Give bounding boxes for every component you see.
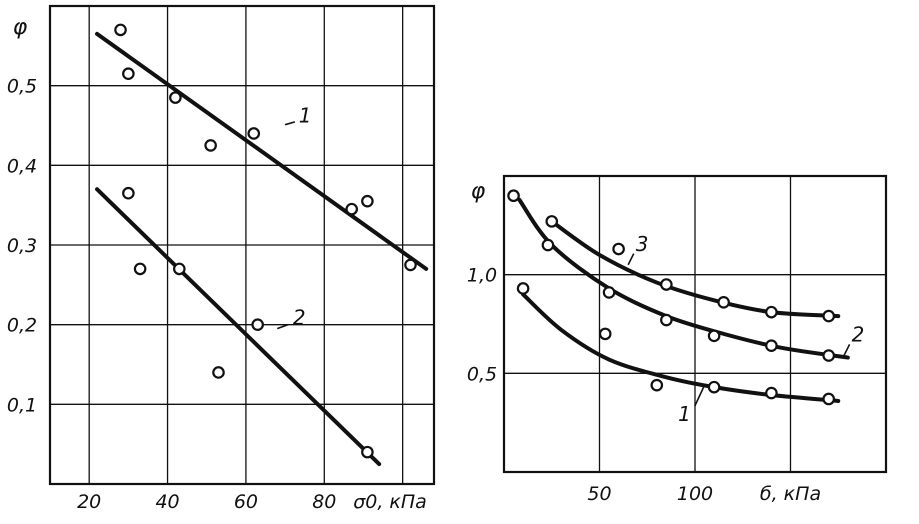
data-point — [598, 327, 612, 341]
series-label: 1 — [299, 104, 312, 128]
data-point — [602, 286, 616, 299]
fit-line-1 — [95, 31, 429, 271]
x-tick-label: 20 — [77, 491, 101, 513]
y-axis-label: φ — [471, 179, 486, 204]
series-2: 2 — [507, 189, 865, 362]
y-tick-label: 0,3 — [7, 235, 37, 257]
x-tick-label: 100 — [677, 483, 713, 505]
series-label: 2 — [852, 323, 865, 347]
y-axis-label: φ — [13, 15, 28, 40]
plot-frame — [48, 4, 436, 486]
data-point — [361, 445, 374, 459]
data-point — [361, 194, 374, 208]
data-point — [822, 309, 835, 323]
data-point — [765, 305, 778, 319]
data-point — [707, 329, 721, 343]
series-label: 2 — [293, 306, 306, 330]
x-tick-label: 50 — [587, 483, 611, 505]
series-label-leader — [627, 253, 635, 266]
series-label-leader — [694, 384, 706, 407]
data-point — [650, 378, 664, 392]
series-label-leader — [843, 344, 851, 356]
data-point — [822, 392, 835, 406]
x-tick-label: 60 — [234, 491, 258, 513]
fit-line-2 — [95, 187, 382, 467]
data-point — [169, 91, 182, 104]
y-tick-label: 0,4 — [7, 155, 37, 177]
data-point — [122, 186, 135, 200]
series-1: 1 — [516, 282, 841, 426]
chart-right: 50 100 б, кПа 0,5 1,0 φ 1 2 3 — [467, 174, 888, 505]
series-3: 3 — [545, 215, 841, 323]
chart-left: 20 40 60 80 0,1 0,2 0,3 0,4 0,5 φ σ0, кПа 1 2 — [7, 4, 436, 513]
data-point — [345, 202, 359, 216]
data-point — [707, 380, 721, 394]
y-tick-label: 0,5 — [7, 76, 37, 98]
data-point — [822, 349, 835, 362]
data-point — [507, 189, 520, 203]
data-point — [247, 127, 261, 140]
data-point — [612, 242, 625, 256]
data-point — [660, 313, 673, 327]
data-point — [765, 386, 778, 400]
y-tick-label: 1,0 — [467, 265, 497, 287]
data-point — [404, 258, 417, 272]
y-tick-label: 0,2 — [7, 315, 37, 337]
data-point — [541, 238, 555, 252]
x-tick-label: 80 — [312, 491, 336, 513]
data-point — [660, 278, 673, 291]
y-tick-label: 0,5 — [467, 363, 497, 385]
data-point — [516, 282, 530, 295]
series-label: 3 — [636, 232, 649, 256]
y-tick-label: 0,1 — [7, 394, 37, 416]
series-1: 1 — [95, 23, 429, 272]
series-label: 1 — [678, 402, 691, 426]
x-axis-label: σ0, кПа — [353, 491, 427, 513]
x-tick-label: 40 — [155, 491, 179, 513]
data-point — [765, 339, 778, 353]
data-point — [545, 215, 559, 228]
series-2: 2 — [95, 186, 382, 467]
data-point — [204, 139, 217, 152]
data-point — [114, 23, 127, 37]
data-point — [122, 67, 135, 81]
data-point — [251, 318, 264, 331]
series-label-leader — [276, 323, 289, 330]
data-point — [212, 366, 225, 379]
data-point — [173, 262, 186, 276]
data-point — [717, 295, 730, 309]
data-point — [133, 262, 147, 276]
fit-curve-3 — [549, 219, 841, 319]
plot-frame — [502, 174, 888, 474]
series-label-leader — [284, 121, 296, 126]
x-tick-label: б, кПа — [760, 483, 821, 505]
